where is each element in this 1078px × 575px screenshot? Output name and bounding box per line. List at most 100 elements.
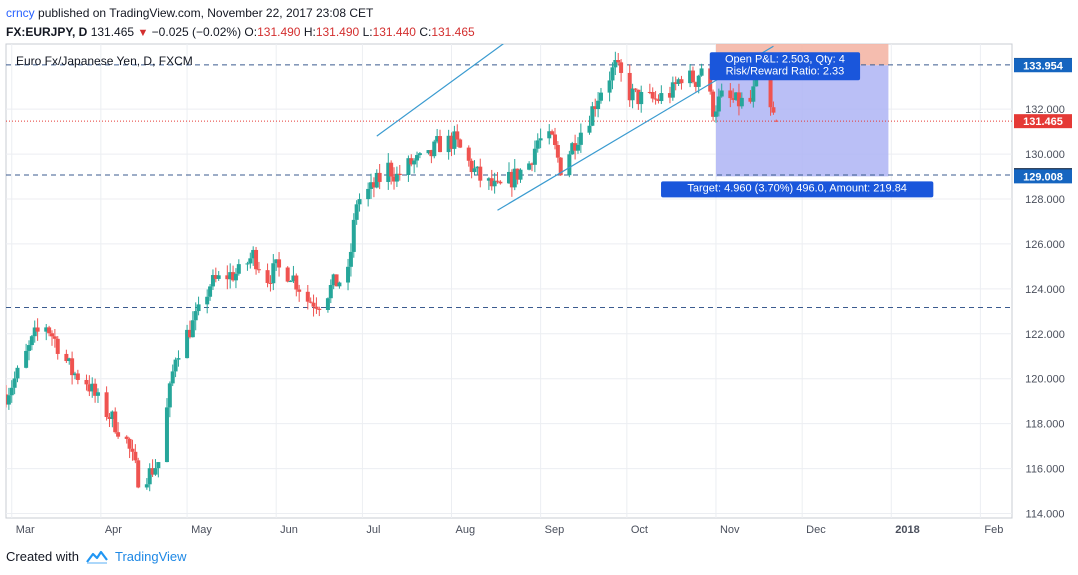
candle-body (567, 154, 572, 176)
candle-body (245, 263, 250, 265)
candle-body (205, 296, 210, 305)
candle (371, 177, 376, 198)
candle-body (435, 136, 440, 142)
candle (734, 92, 739, 101)
candle-body (716, 96, 721, 112)
candle (656, 94, 661, 104)
candle-body (676, 79, 681, 84)
candle-body (656, 99, 661, 102)
candle (288, 280, 293, 283)
candle-body (47, 327, 52, 334)
candle-body (768, 78, 773, 108)
candle (15, 365, 20, 383)
y-tick-label: 128.000 (1025, 194, 1065, 206)
candle-body (328, 285, 333, 299)
candle-body (12, 378, 17, 388)
candle-body (297, 289, 302, 292)
candle (113, 407, 118, 434)
candle-body (731, 98, 736, 100)
pnl-label-box (709, 52, 861, 81)
candle-body (667, 93, 672, 98)
author-link[interactable]: crncy (6, 6, 35, 20)
tradingview-link[interactable]: TradingView (114, 549, 187, 564)
candle (176, 350, 181, 367)
low-value: 131.440 (372, 25, 416, 39)
candle-body (469, 160, 474, 173)
publish-line: crncy published on TradingView.com, Nove… (6, 5, 475, 21)
candle (245, 261, 250, 271)
candle-body (616, 59, 621, 63)
candle (136, 457, 141, 489)
candle (47, 325, 52, 337)
candle (9, 380, 14, 403)
candle (369, 173, 374, 199)
candle (29, 334, 34, 351)
close-label: C: (419, 25, 432, 39)
candle (265, 263, 270, 288)
candle-body (90, 383, 95, 392)
low-label: L: (362, 25, 373, 39)
candle-body (231, 272, 236, 281)
candle-body (49, 333, 54, 337)
candle (248, 252, 253, 269)
price-tag-text: 133.954 (1023, 60, 1064, 72)
price-tag-box (1014, 169, 1072, 184)
candle (676, 77, 681, 87)
candle-body (492, 180, 497, 187)
candle (512, 159, 517, 191)
price-tag-box (1014, 114, 1072, 129)
candle (44, 323, 49, 341)
candle-body (24, 350, 29, 368)
candle (164, 398, 169, 463)
candle-body (348, 251, 353, 267)
candle-body (67, 358, 72, 362)
candle (357, 193, 362, 212)
candle (748, 90, 753, 104)
candle-body (389, 162, 394, 177)
candle-body (294, 275, 299, 290)
candle (67, 357, 72, 365)
candle (653, 90, 658, 105)
candle-body (133, 451, 138, 461)
tradingview-logo-icon (86, 550, 108, 564)
candle (225, 265, 230, 290)
candle-body (208, 286, 213, 297)
candle-body (607, 80, 612, 93)
candle-body (575, 144, 580, 151)
candle-body (673, 82, 678, 84)
candle-body (228, 272, 233, 280)
candle (667, 86, 672, 104)
candle (475, 166, 480, 176)
candle (492, 172, 497, 194)
candle-body (394, 173, 399, 182)
candle-body (636, 89, 641, 105)
candle (84, 374, 89, 391)
candle (575, 137, 580, 154)
candle-body (449, 135, 454, 149)
candle-body (308, 301, 313, 303)
candle-body (256, 269, 261, 271)
candle-body (670, 82, 675, 98)
candle-body (406, 158, 411, 175)
candle (12, 371, 17, 395)
candle-body (170, 371, 175, 384)
channel-upper-line (376, 44, 505, 137)
candle-body (412, 160, 417, 165)
candle (438, 129, 443, 153)
candle (236, 259, 241, 276)
candle (228, 263, 233, 289)
y-tick-label: 130.000 (1025, 149, 1065, 161)
candle (144, 478, 149, 490)
candle-body (268, 282, 273, 284)
candle-body (167, 383, 172, 408)
down-triangle-icon: ▼ (137, 27, 149, 39)
candle (633, 88, 638, 93)
candle-body (29, 336, 34, 346)
candle-body (610, 67, 615, 81)
candle-body (104, 392, 109, 417)
candle (104, 386, 109, 421)
candle-body (274, 259, 279, 264)
candle (170, 364, 175, 387)
candle-body (55, 338, 60, 354)
